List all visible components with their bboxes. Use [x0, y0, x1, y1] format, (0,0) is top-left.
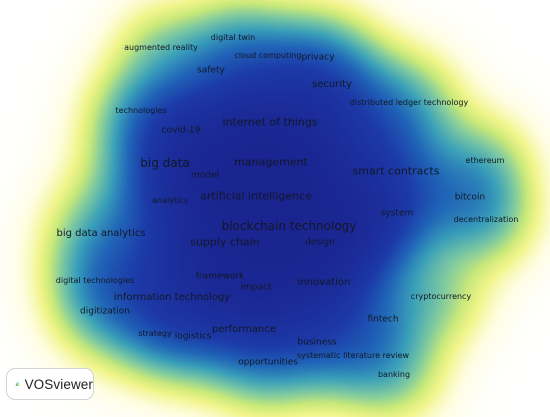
term-fintech[interactable]: fintech — [367, 314, 399, 325]
term-big-data-analytics[interactable]: big data analytics — [56, 228, 146, 239]
logo-text: VOSviewer — [24, 376, 93, 392]
term-blockchain-technology[interactable]: blockchain technology — [221, 219, 357, 233]
term-cryptocurrency[interactable]: cryptocurrency — [410, 292, 472, 301]
term-innovation[interactable]: innovation — [297, 277, 351, 288]
term-cloud-computing[interactable]: cloud computing — [234, 51, 302, 60]
term-business[interactable]: business — [297, 337, 337, 348]
term-system[interactable]: system — [380, 208, 414, 219]
term-ethereum[interactable]: ethereum — [465, 156, 505, 165]
term-framework[interactable]: framework — [195, 271, 245, 282]
term-augmented-reality[interactable]: augmented reality — [124, 43, 198, 52]
term-safety[interactable]: safety — [197, 65, 225, 76]
term-management[interactable]: management — [234, 155, 308, 169]
term-digitization[interactable]: digitization — [80, 306, 130, 317]
term-strategy[interactable]: strategy — [138, 329, 172, 338]
term-distributed-ledger-technology[interactable]: distributed ledger technology — [349, 98, 469, 107]
term-privacy[interactable]: privacy — [301, 52, 335, 63]
term-big-data[interactable]: big data — [140, 156, 190, 170]
term-covid-19[interactable]: covid-19 — [161, 125, 201, 136]
term-internet-of-things[interactable]: internet of things — [222, 115, 318, 129]
term-analytics[interactable]: analytics — [152, 196, 188, 205]
term-smart-contracts[interactable]: smart contracts — [352, 164, 440, 178]
term-bitcoin[interactable]: bitcoin — [454, 192, 486, 203]
term-impact[interactable]: impact — [240, 282, 272, 293]
term-supply-chain[interactable]: supply chain — [190, 235, 260, 249]
term-systematic-literature-review[interactable]: systematic literature review — [296, 351, 410, 360]
term-technologies[interactable]: technologies — [115, 106, 167, 115]
term-design[interactable]: design — [305, 237, 335, 248]
term-banking[interactable]: banking — [377, 370, 411, 379]
term-security[interactable]: security — [312, 79, 352, 90]
term-digital-twin[interactable]: digital twin — [210, 33, 256, 42]
term-digital-technologies[interactable]: digital technologies — [55, 276, 135, 285]
term-model[interactable]: model — [190, 170, 220, 181]
term-opportunities[interactable]: opportunities — [238, 357, 298, 368]
vosviewer-logo-icon — [15, 382, 20, 386]
term-logistics[interactable]: logistics — [174, 331, 212, 342]
term-artificial-intelligence[interactable]: artificial intelligence — [200, 189, 312, 203]
term-performance[interactable]: performance — [211, 324, 277, 335]
vosviewer-logo: VOSviewer — [6, 368, 94, 400]
term-information-technology[interactable]: information technology — [113, 292, 231, 303]
term-decentralization[interactable]: decentralization — [453, 215, 519, 224]
